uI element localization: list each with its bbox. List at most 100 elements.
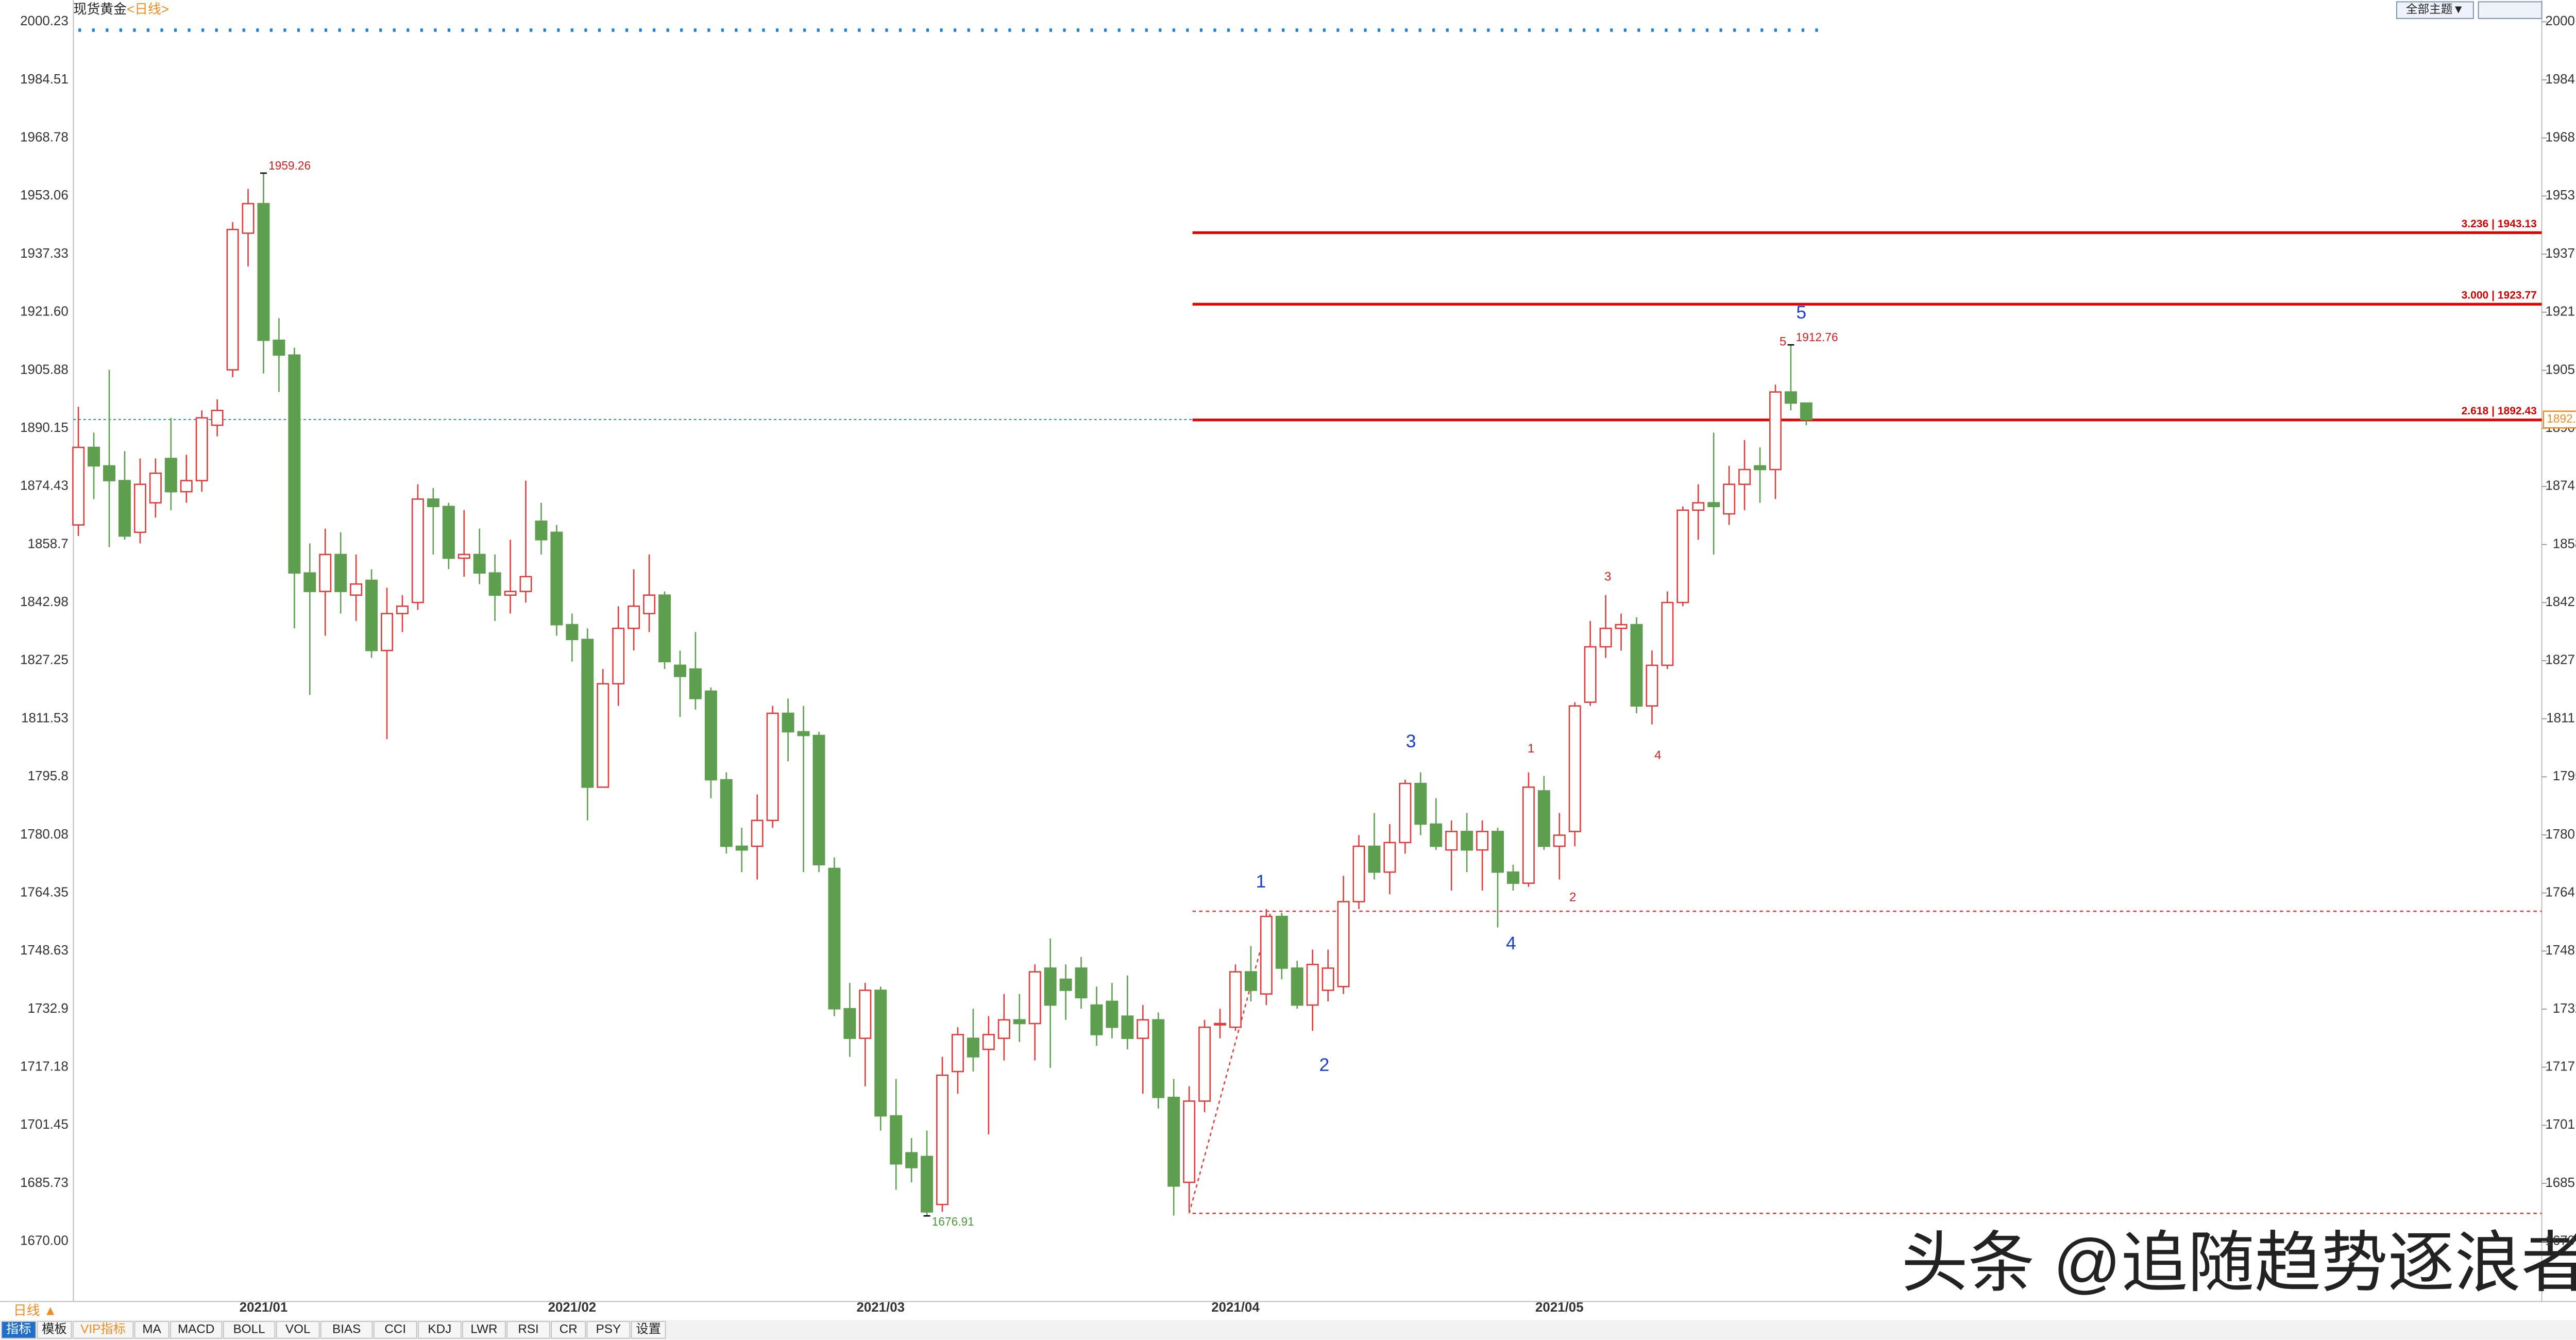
candle-body — [504, 591, 517, 596]
y-tick-label-right: 1717.18 — [2545, 1060, 2576, 1074]
candle-body — [982, 1034, 995, 1050]
y-tick-label-right: 1874.43 — [2545, 479, 2576, 493]
candle-body — [411, 498, 424, 604]
y-tick-label-right: 1795.8 — [2553, 769, 2576, 783]
extreme-label: 1912.76 — [1796, 330, 1838, 344]
candle-body — [1507, 871, 1519, 884]
candle-body — [1646, 664, 1658, 707]
candle-body — [1152, 1019, 1165, 1098]
candle-body — [905, 1152, 918, 1168]
y-tick-label-left: 1874.43 — [20, 479, 69, 493]
y-tick-label-left: 1921.60 — [20, 305, 69, 319]
candle-body — [1013, 1019, 1026, 1025]
y-tick-label-right: 1764.35 — [2545, 885, 2576, 899]
tab[interactable] — [223, 1321, 276, 1339]
candle-body — [1044, 967, 1057, 1006]
y-tick-label-right: 1921.60 — [2545, 305, 2576, 319]
tab-label[interactable]: BOLL — [233, 1322, 265, 1336]
tab-label[interactable]: 设置 — [636, 1322, 661, 1336]
y-tick-label-left: 1717.18 — [20, 1060, 69, 1074]
candle-body — [550, 531, 563, 626]
tab-label[interactable]: VOL — [285, 1322, 311, 1336]
tab[interactable] — [170, 1321, 223, 1339]
candle-body — [704, 690, 717, 781]
y-tick-label-right: 2000.23 — [2545, 14, 2576, 28]
candle-body — [1137, 1019, 1149, 1039]
y-tick-label-right: 1701.45 — [2545, 1117, 2576, 1132]
fib-level-label: 3.236 | 1943.13 — [2462, 218, 2537, 230]
candle-body — [1260, 915, 1273, 995]
tab[interactable] — [586, 1321, 631, 1339]
candle-body — [720, 779, 733, 847]
candle-body — [164, 458, 177, 493]
y-tick-label-left: 1732.9 — [28, 1001, 69, 1016]
candle-body — [1244, 971, 1257, 991]
tab-label[interactable]: PSY — [596, 1322, 621, 1336]
tab-label[interactable]: 指标 — [6, 1322, 31, 1336]
candle-body — [674, 664, 686, 677]
tab[interactable] — [506, 1321, 550, 1339]
candle-body — [1785, 391, 1797, 404]
y-tick-label-left: 1811.53 — [21, 711, 69, 725]
candle-body — [1615, 624, 1628, 629]
candle-body — [473, 554, 486, 574]
tab-label[interactable]: CR — [560, 1322, 578, 1336]
candle-body — [1599, 627, 1612, 648]
candle-body — [1214, 1023, 1227, 1026]
tab-label[interactable]: MA — [142, 1322, 161, 1336]
tab[interactable] — [418, 1321, 462, 1339]
tab-label[interactable]: MACD — [178, 1322, 214, 1336]
window-controls[interactable] — [2478, 1, 2543, 19]
candle-body — [689, 668, 702, 699]
y-tick-label-right: 1827.25 — [2545, 653, 2576, 667]
tab[interactable] — [373, 1321, 417, 1339]
candle-body — [581, 639, 594, 788]
tab-label[interactable]: KDJ — [428, 1322, 451, 1336]
tab[interactable] — [37, 1321, 72, 1339]
wave-label: 3 — [1406, 731, 1416, 751]
period-toggle[interactable]: 日线 ▲ — [13, 1303, 57, 1318]
candle-body — [1584, 646, 1597, 703]
watermark: 头条 @追随趋势逐浪者 — [1901, 1226, 2576, 1300]
y-tick-label-right: 1968.78 — [2545, 130, 2576, 145]
y-tick-label-right: 1858.7 — [2553, 537, 2576, 551]
candle-body — [628, 605, 640, 629]
tab[interactable] — [1, 1321, 37, 1339]
y-tick-label-right: 1685.73 — [2545, 1176, 2576, 1190]
fib-level-label: 3.000 | 1923.77 — [2462, 290, 2537, 301]
theme-button-label[interactable]: 全部主题▼ — [2406, 3, 2464, 16]
candle-body — [1275, 915, 1288, 969]
candle-body — [1399, 782, 1412, 844]
tab[interactable] — [72, 1321, 134, 1339]
candle-body — [88, 446, 100, 467]
candle-body — [442, 506, 455, 559]
candle-body — [1676, 509, 1689, 604]
sub-wave-label: 4 — [1654, 748, 1662, 762]
tab[interactable] — [462, 1321, 506, 1339]
x-tick-label: 2021/04 — [1211, 1300, 1260, 1315]
tab-label[interactable]: 模板 — [42, 1322, 67, 1336]
candle-body — [195, 417, 208, 481]
candle-body — [1800, 402, 1812, 421]
candle-body — [396, 605, 409, 614]
y-tick-label-right: 1780.08 — [2545, 827, 2576, 842]
tab[interactable] — [276, 1321, 320, 1339]
wave-label: 4 — [1506, 933, 1516, 953]
candle-body — [273, 339, 285, 356]
candle-body — [828, 867, 841, 1010]
candle-body — [843, 1008, 856, 1039]
tab-label[interactable]: CCI — [384, 1322, 406, 1336]
candle-body — [1183, 1100, 1196, 1183]
tab[interactable] — [551, 1321, 586, 1339]
tab-label[interactable]: RSI — [518, 1322, 538, 1336]
theme-button[interactable] — [2396, 1, 2474, 19]
tab[interactable] — [631, 1321, 666, 1339]
tab[interactable] — [320, 1321, 373, 1339]
tab-label[interactable]: BIAS — [332, 1322, 361, 1336]
tab-label[interactable]: LWR — [470, 1322, 497, 1336]
candle-body — [1553, 834, 1566, 847]
tab[interactable] — [134, 1321, 170, 1339]
tab-label[interactable]: VIP指标 — [80, 1322, 126, 1336]
